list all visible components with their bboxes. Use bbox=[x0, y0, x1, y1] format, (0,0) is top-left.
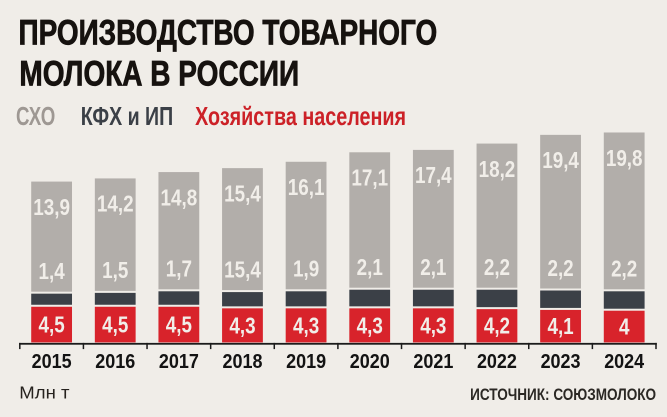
svg-text:ИСТОЧНИК: СОЮЗМОЛОКО: ИСТОЧНИК: СОЮЗМОЛОКО bbox=[470, 386, 656, 404]
svg-text:1,4: 1,4 bbox=[39, 258, 65, 284]
svg-text:4,5: 4,5 bbox=[39, 311, 65, 337]
svg-text:СХО: СХО bbox=[16, 101, 55, 131]
svg-text:2,2: 2,2 bbox=[484, 254, 510, 280]
svg-text:15,4: 15,4 bbox=[224, 256, 261, 282]
svg-text:МОЛОКА В РОССИИ: МОЛОКА В РОССИИ bbox=[19, 53, 299, 93]
svg-text:КФХ и ИП: КФХ и ИП bbox=[81, 101, 174, 131]
svg-text:1,7: 1,7 bbox=[166, 256, 192, 282]
svg-text:Млн т: Млн т bbox=[19, 383, 69, 403]
svg-text:13,9: 13,9 bbox=[33, 194, 70, 220]
svg-text:2019: 2019 bbox=[286, 351, 326, 373]
svg-text:19,8: 19,8 bbox=[606, 145, 643, 171]
svg-text:2024: 2024 bbox=[604, 351, 645, 373]
svg-text:2020: 2020 bbox=[350, 351, 390, 373]
svg-text:4,3: 4,3 bbox=[420, 312, 446, 338]
svg-text:17,4: 17,4 bbox=[415, 162, 452, 188]
svg-text:15,4: 15,4 bbox=[224, 180, 261, 206]
svg-text:4,3: 4,3 bbox=[229, 312, 255, 338]
svg-text:17,1: 17,1 bbox=[351, 165, 388, 191]
svg-text:2015: 2015 bbox=[32, 351, 72, 373]
svg-text:19,4: 19,4 bbox=[542, 147, 579, 173]
svg-text:4,3: 4,3 bbox=[357, 312, 383, 338]
svg-text:2,2: 2,2 bbox=[611, 256, 637, 282]
svg-text:4: 4 bbox=[619, 313, 630, 339]
svg-text:16,1: 16,1 bbox=[288, 174, 325, 200]
svg-text:4,1: 4,1 bbox=[547, 313, 573, 339]
svg-text:2018: 2018 bbox=[222, 351, 262, 373]
svg-text:2021: 2021 bbox=[413, 351, 453, 373]
svg-text:1,5: 1,5 bbox=[102, 257, 128, 283]
svg-text:2,1: 2,1 bbox=[420, 254, 446, 280]
svg-text:1,9: 1,9 bbox=[293, 256, 319, 282]
svg-text:Хозяйства населения: Хозяйства населения bbox=[195, 101, 406, 131]
svg-text:2,2: 2,2 bbox=[547, 255, 573, 281]
svg-text:4,5: 4,5 bbox=[166, 311, 192, 337]
svg-text:2017: 2017 bbox=[159, 351, 199, 373]
svg-text:14,8: 14,8 bbox=[161, 184, 198, 210]
svg-text:2022: 2022 bbox=[477, 351, 517, 373]
svg-text:4,3: 4,3 bbox=[293, 312, 319, 338]
svg-text:2016: 2016 bbox=[95, 351, 135, 373]
svg-text:14,2: 14,2 bbox=[97, 191, 134, 217]
svg-text:18,2: 18,2 bbox=[479, 156, 516, 182]
svg-text:ПРОИЗВОДСТВО ТОВАРНОГО: ПРОИЗВОДСТВО ТОВАРНОГО bbox=[19, 13, 438, 53]
svg-text:2023: 2023 bbox=[541, 351, 581, 373]
svg-text:4,2: 4,2 bbox=[484, 313, 510, 339]
svg-text:2,1: 2,1 bbox=[357, 254, 383, 280]
svg-text:4,5: 4,5 bbox=[102, 311, 128, 337]
